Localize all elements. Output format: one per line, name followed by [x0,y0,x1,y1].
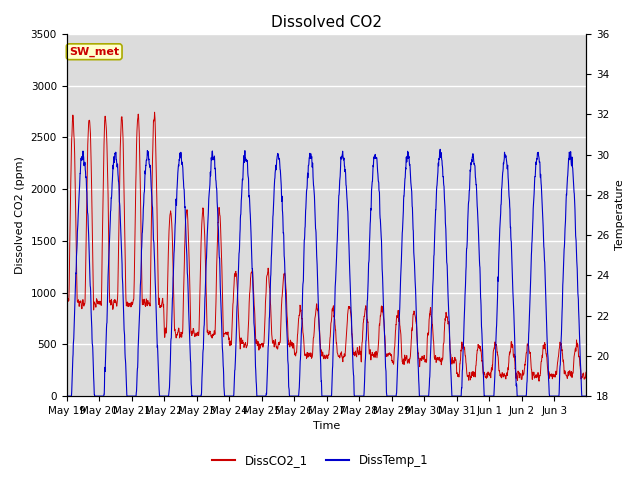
DissTemp_1 [436,146,444,152]
DissTemp_1 [575,324,583,330]
X-axis label: Time: Time [313,421,340,432]
Line: DissCO2_1: DissCO2_1 [67,112,586,381]
DissCO2_1 [513,372,520,378]
DissCO2_1 [535,378,543,384]
DissTemp_1 [483,393,491,399]
DissTemp_1 [358,393,365,399]
DissCO2_1 [582,370,590,375]
DissCO2_1 [115,251,122,256]
Y-axis label: Dissolved CO2 (ppm): Dissolved CO2 (ppm) [15,156,25,274]
Legend: DissCO2_1, DissTemp_1: DissCO2_1, DissTemp_1 [207,449,433,472]
Title: Dissolved CO2: Dissolved CO2 [271,15,382,30]
DissCO2_1 [63,300,70,306]
DissTemp_1 [227,393,234,399]
DissCO2_1 [575,355,583,361]
DissTemp_1 [513,383,520,389]
DissCO2_1 [151,109,159,115]
Y-axis label: Temperature: Temperature [615,180,625,251]
DissTemp_1 [63,393,70,399]
Text: SW_met: SW_met [69,47,119,57]
DissTemp_1 [115,178,122,184]
DissCO2_1 [358,349,365,355]
Line: DissTemp_1: DissTemp_1 [67,149,586,396]
DissCO2_1 [227,341,235,347]
DissCO2_1 [483,371,491,376]
DissTemp_1 [582,393,590,399]
